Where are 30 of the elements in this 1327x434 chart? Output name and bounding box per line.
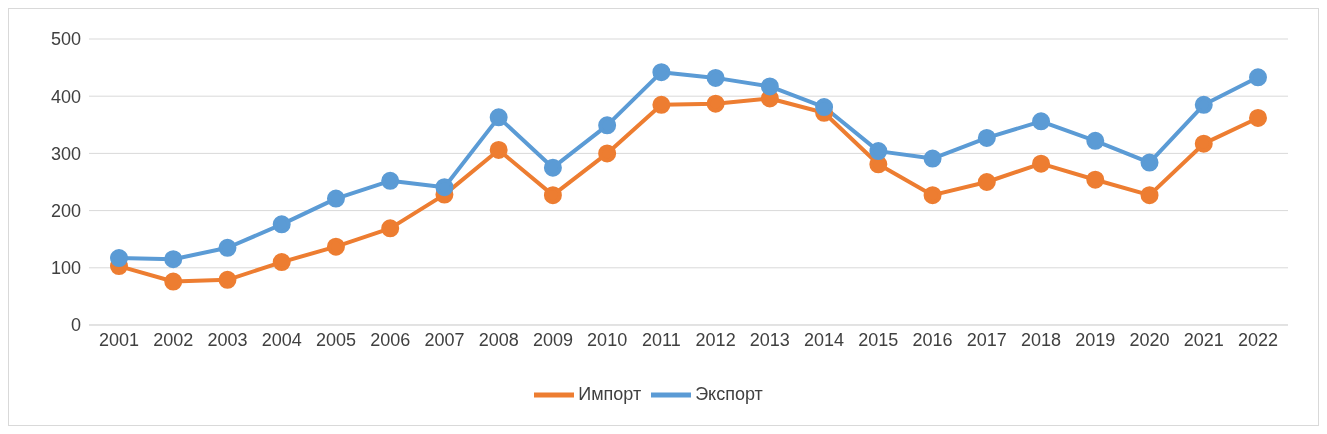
x-tick-label: 2001	[98, 329, 140, 350]
y-tick-label: 200	[50, 200, 81, 221]
x-tick-label: 2004	[261, 329, 302, 350]
x-tick-label: 2012	[695, 329, 736, 350]
x-tick-label: 2016	[912, 329, 953, 350]
y-tick-label: 400	[50, 86, 81, 107]
legend-label: Импорт	[578, 383, 642, 404]
x-tick-label: 2022	[1237, 329, 1279, 350]
y-tick-label: 0	[70, 315, 81, 336]
x-tick-label: 2019	[1075, 329, 1116, 350]
x-tick-label: 2020	[1129, 329, 1170, 350]
x-tick-label: 2002	[153, 329, 194, 350]
y-tick-label: 300	[50, 143, 81, 164]
x-tick-label: 2013	[749, 329, 790, 350]
x-tick-label: 2007	[424, 329, 465, 350]
x-tick-label: 2015	[858, 329, 899, 350]
x-tick-label: 2021	[1183, 329, 1224, 350]
x-tick-label: 2018	[1021, 329, 1062, 350]
x-tick-label: 2009	[532, 329, 573, 350]
x-tick-label: 2003	[207, 329, 248, 350]
x-tick-label: 2006	[370, 329, 411, 350]
x-tick-label: 2005	[315, 329, 356, 350]
y-tick-label: 500	[50, 29, 81, 50]
x-tick-label: 2017	[966, 329, 1007, 350]
y-tick-label: 100	[50, 258, 81, 279]
x-tick-label: 2011	[642, 329, 681, 350]
x-tick-label: 2008	[478, 329, 519, 350]
x-tick-label: 2010	[587, 329, 628, 350]
legend-label: Экспорт	[695, 383, 763, 404]
x-tick-label: 2014	[804, 329, 845, 350]
